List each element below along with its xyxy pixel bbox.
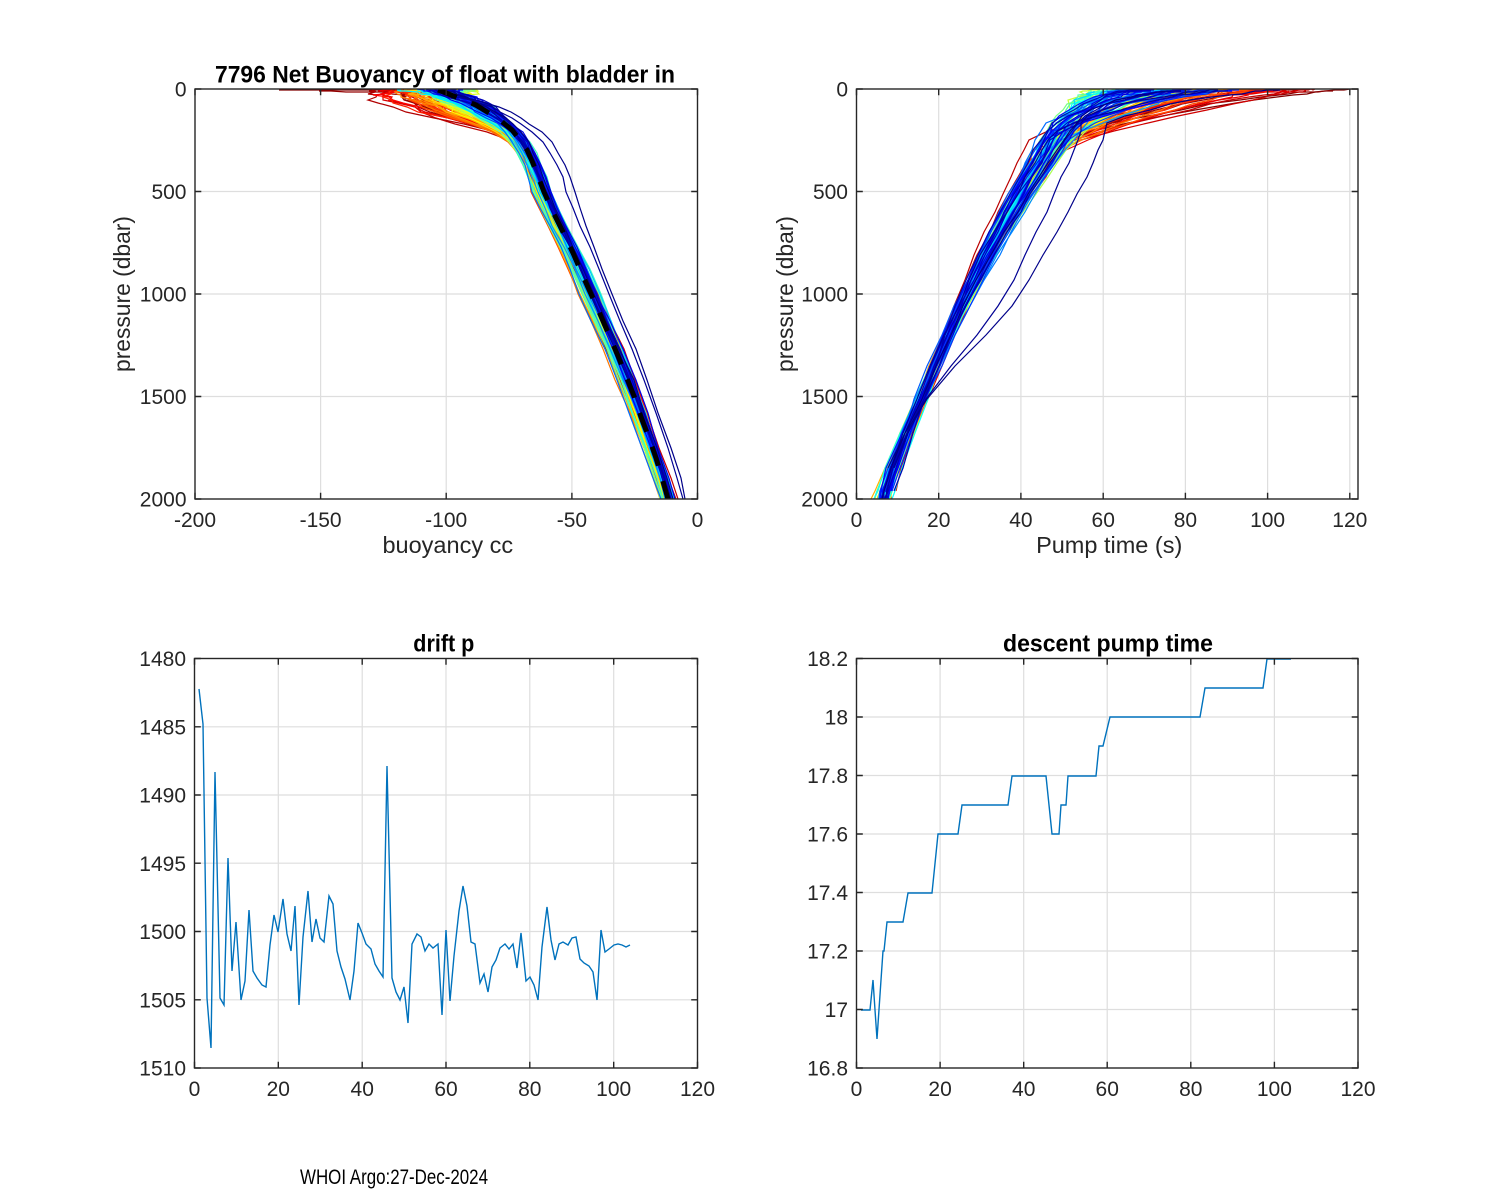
svg-text:120: 120: [1332, 509, 1367, 532]
svg-text:17.2: 17.2: [807, 941, 848, 964]
svg-text:-100: -100: [425, 509, 467, 532]
svg-text:1490: 1490: [139, 785, 186, 808]
svg-text:Pump time (s): Pump time (s): [1036, 532, 1182, 558]
svg-text:1500: 1500: [801, 386, 848, 409]
svg-text:100: 100: [1257, 1078, 1292, 1101]
svg-text:descent pump time: descent pump time: [1003, 631, 1213, 658]
svg-text:1505: 1505: [139, 989, 186, 1012]
svg-text:pressure (dbar): pressure (dbar): [772, 216, 798, 372]
svg-text:pressure (dbar): pressure (dbar): [109, 216, 135, 372]
svg-text:500: 500: [813, 181, 848, 204]
svg-text:0: 0: [836, 79, 848, 102]
svg-text:0: 0: [851, 1078, 863, 1101]
svg-text:80: 80: [518, 1078, 541, 1101]
svg-text:0: 0: [851, 509, 863, 532]
svg-text:17.4: 17.4: [807, 882, 848, 905]
svg-text:WHOI Argo:27-Dec-2024: WHOI Argo:27-Dec-2024: [300, 1166, 488, 1189]
svg-text:0: 0: [175, 79, 187, 102]
svg-text:1485: 1485: [139, 716, 186, 739]
svg-text:100: 100: [1250, 509, 1285, 532]
svg-text:20: 20: [267, 1078, 290, 1101]
svg-text:100: 100: [596, 1078, 631, 1101]
svg-text:17.8: 17.8: [807, 765, 848, 788]
svg-text:40: 40: [1012, 1078, 1035, 1101]
svg-text:17.6: 17.6: [807, 824, 848, 847]
svg-text:80: 80: [1179, 1078, 1202, 1101]
svg-text:0: 0: [692, 509, 704, 532]
svg-text:1510: 1510: [139, 1058, 186, 1081]
svg-text:60: 60: [1092, 509, 1115, 532]
svg-text:20: 20: [928, 1078, 951, 1101]
svg-text:2000: 2000: [801, 489, 848, 512]
svg-text:120: 120: [680, 1078, 715, 1101]
svg-text:1500: 1500: [139, 921, 186, 944]
svg-text:20: 20: [927, 509, 950, 532]
svg-text:1495: 1495: [139, 853, 186, 876]
svg-text:500: 500: [151, 181, 186, 204]
svg-text:buoyancy cc: buoyancy cc: [382, 532, 513, 558]
svg-text:2000: 2000: [140, 489, 187, 512]
svg-text:18.2: 18.2: [807, 648, 848, 671]
svg-text:-200: -200: [174, 509, 216, 532]
svg-text:40: 40: [351, 1078, 374, 1101]
svg-text:0: 0: [189, 1078, 201, 1101]
svg-text:60: 60: [1096, 1078, 1119, 1101]
svg-text:1480: 1480: [139, 648, 186, 671]
svg-text:17: 17: [825, 999, 848, 1022]
svg-text:120: 120: [1340, 1078, 1375, 1101]
svg-text:-150: -150: [300, 509, 342, 532]
svg-text:80: 80: [1174, 509, 1197, 532]
svg-text:1000: 1000: [140, 284, 187, 307]
svg-text:18: 18: [825, 707, 848, 730]
svg-text:1500: 1500: [140, 386, 187, 409]
svg-text:1000: 1000: [801, 284, 848, 307]
svg-text:40: 40: [1009, 509, 1032, 532]
svg-text:16.8: 16.8: [807, 1058, 848, 1081]
svg-text:-50: -50: [557, 509, 587, 532]
svg-text:7796 Net Buoyancy of float wit: 7796 Net Buoyancy of float with bladder …: [215, 62, 675, 89]
svg-text:60: 60: [434, 1078, 457, 1101]
svg-text:drift p: drift p: [413, 631, 474, 658]
